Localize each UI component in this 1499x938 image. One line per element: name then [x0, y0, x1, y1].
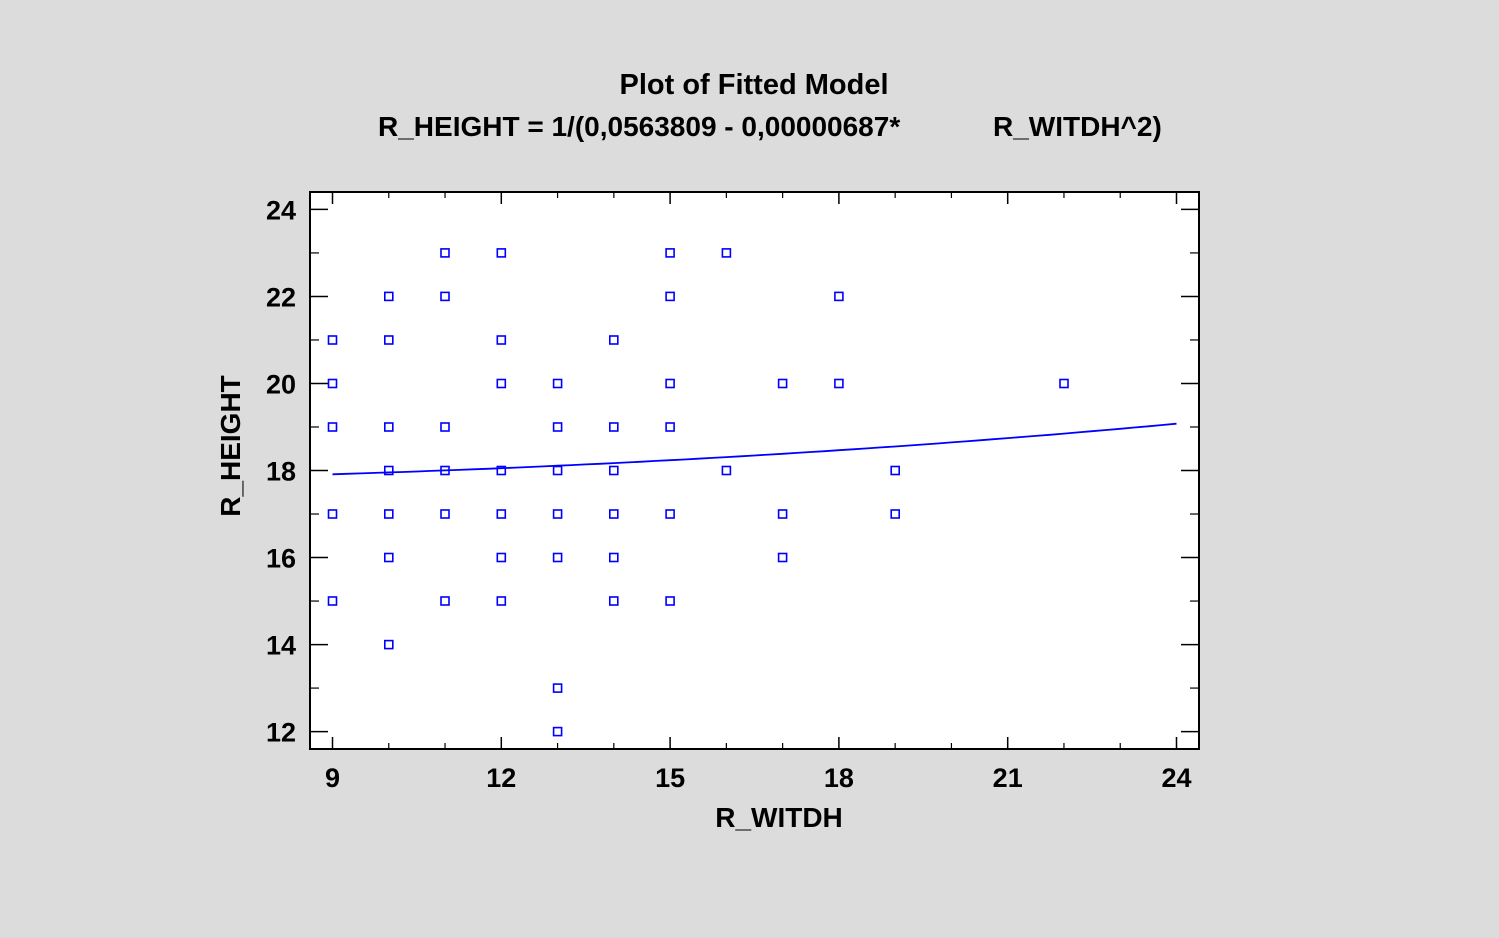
data-point — [383, 422, 394, 432]
data-point — [552, 422, 563, 432]
data-point — [665, 248, 675, 258]
data-point — [496, 596, 507, 606]
data-point — [777, 509, 788, 519]
data-point — [665, 378, 675, 389]
data-point — [440, 509, 450, 519]
data-point — [440, 465, 450, 476]
data-point — [440, 248, 450, 258]
data-point — [552, 683, 563, 693]
tick-labels: 9 12 15 18 21 24 12 14 16 18 20 22 24 — [266, 195, 1192, 793]
data-point — [608, 509, 619, 519]
tick-marks — [310, 192, 1199, 749]
data-point — [440, 596, 450, 606]
data-point — [608, 552, 619, 563]
x-tick-label: 12 — [486, 763, 516, 793]
y-tick-label: 12 — [266, 718, 296, 748]
data-point — [608, 335, 619, 345]
data-point — [721, 248, 732, 258]
data-points — [327, 248, 1069, 737]
data-point — [777, 378, 788, 389]
data-point — [327, 335, 338, 345]
data-point — [327, 596, 338, 606]
data-point — [834, 291, 844, 302]
chart-title: Plot of Fitted Model — [619, 69, 888, 101]
data-point — [383, 552, 394, 563]
x-tick-label: 24 — [1161, 763, 1191, 793]
data-point — [496, 335, 507, 345]
fit-line-layer — [332, 422, 1177, 476]
data-point — [777, 552, 788, 563]
data-point — [496, 552, 507, 563]
data-point — [327, 378, 338, 389]
data-point — [327, 422, 338, 432]
data-point — [721, 465, 732, 476]
x-tick-label: 21 — [993, 763, 1023, 793]
data-point — [383, 639, 394, 650]
data-point — [552, 378, 563, 389]
data-point — [665, 596, 675, 606]
data-point — [665, 509, 675, 519]
data-point — [327, 509, 338, 519]
data-point — [440, 291, 450, 302]
x-tick-label: 15 — [655, 763, 685, 793]
chart-subtitle-left: R_HEIGHT = 1/(0,0563809 - 0,00000687* — [378, 111, 900, 142]
data-point — [1059, 378, 1069, 389]
data-point — [383, 335, 394, 345]
data-point — [383, 465, 394, 476]
data-point — [496, 465, 507, 476]
data-point — [608, 465, 619, 476]
data-point — [665, 422, 675, 432]
data-point — [608, 422, 619, 432]
y-tick-label: 16 — [266, 544, 296, 574]
y-tick-label: 22 — [266, 282, 296, 312]
y-tick-label: 18 — [266, 457, 296, 487]
data-point — [834, 378, 844, 389]
data-point — [890, 465, 901, 476]
y-tick-label: 14 — [266, 631, 296, 661]
y-axis-label: R_HEIGHT — [215, 375, 246, 517]
data-point — [890, 509, 901, 519]
data-point — [496, 509, 507, 519]
y-tick-label: 24 — [266, 195, 296, 225]
data-point — [383, 291, 394, 302]
x-axis-label: R_WITDH — [715, 802, 843, 833]
chart-subtitle-right: R_WITDH^2) — [993, 111, 1162, 142]
data-point — [383, 509, 394, 519]
x-tick-label: 9 — [325, 763, 340, 793]
data-point — [496, 378, 507, 389]
data-point — [496, 248, 507, 258]
data-point — [552, 509, 563, 519]
data-point — [440, 422, 450, 432]
data-point — [552, 726, 563, 737]
data-point — [552, 552, 563, 563]
data-point — [665, 291, 675, 302]
data-point — [608, 596, 619, 606]
x-tick-label: 18 — [824, 763, 854, 793]
y-tick-label: 20 — [266, 369, 296, 399]
fitted-model-line — [332, 422, 1177, 476]
data-point — [552, 465, 563, 476]
